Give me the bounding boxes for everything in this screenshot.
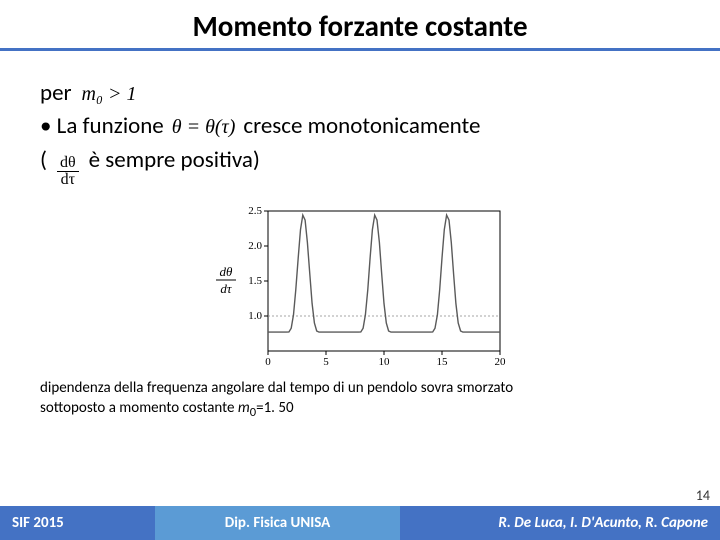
caption-eqval: =1. 50 [256, 399, 293, 417]
svg-text:15: 15 [437, 356, 449, 368]
content-area: per m₀ > 1 • La funzione θ = θ(τ) cresce… [0, 51, 720, 189]
caption-line2a: sottoposto a momento costante [40, 399, 238, 417]
chart-caption: dipendenza della frequenza angolare dal … [0, 373, 720, 421]
footer-left: SIF 2015 [0, 506, 155, 540]
footer-center: Dip. Fisica UNISA [155, 506, 400, 540]
svg-text:2.5: 2.5 [248, 205, 262, 217]
caption-m: m [238, 399, 250, 417]
paren-open: ( [40, 144, 47, 177]
page-title: Momento forzante costante [0, 8, 720, 44]
bullet-text-post: cresce monotonicamente [243, 110, 480, 143]
svg-text:dτ: dτ [220, 281, 233, 296]
deriv-den: dτ [58, 172, 78, 189]
footer-bar: SIF 2015 Dip. Fisica UNISA R. De Luca, I… [0, 506, 720, 540]
svg-text:1.0: 1.0 [248, 310, 262, 322]
svg-text:2.0: 2.0 [248, 240, 262, 252]
math-condition: m₀ > 1 [82, 80, 137, 109]
svg-text:5: 5 [323, 356, 329, 368]
chart: 0 5 10 15 20 1.0 1.5 2.0 2.5 dθ dτ [210, 203, 510, 373]
caption-line1: dipendenza della frequenza angolare dal … [40, 379, 513, 397]
deriv-num: dθ [57, 155, 79, 173]
bullet-text-pre: • La funzione [40, 110, 164, 143]
text-per: per [40, 77, 72, 110]
svg-text:20: 20 [495, 356, 507, 368]
paren-text: è sempre positiva) [89, 144, 260, 177]
svg-text:1.5: 1.5 [248, 275, 262, 287]
math-derivative: dθ dτ [57, 155, 79, 190]
footer-right: R. De Luca, I. D'Acunto, R. Capone [400, 506, 720, 540]
page-number: 14 [696, 487, 710, 504]
math-theta: θ = θ(τ) [172, 113, 236, 142]
svg-text:dθ: dθ [220, 264, 234, 279]
svg-text:10: 10 [379, 356, 391, 368]
svg-text:0: 0 [265, 356, 271, 368]
